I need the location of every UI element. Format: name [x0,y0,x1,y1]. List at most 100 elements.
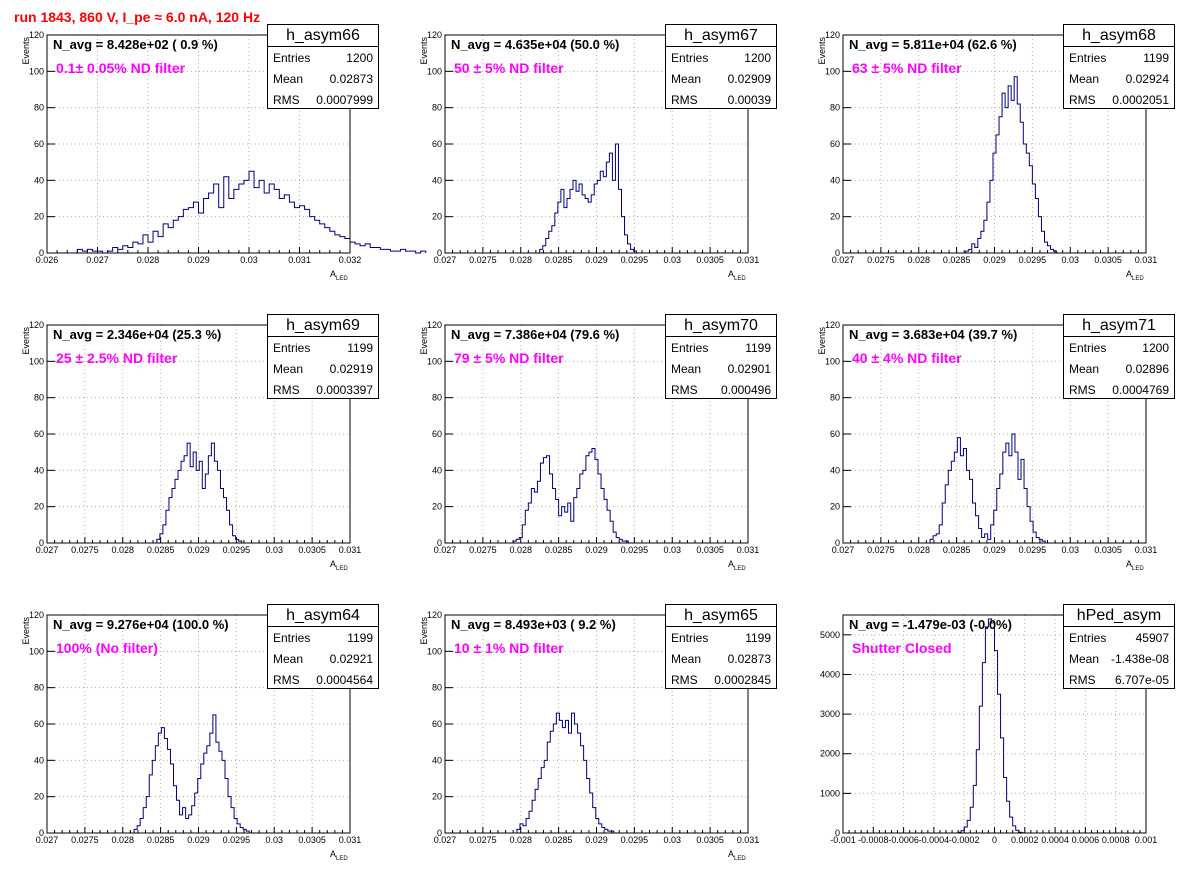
y-tick-label: 60 [34,429,44,439]
stats-key: RMS [273,382,300,397]
y-axis-title: Events [21,37,31,65]
y-tick-label: 120 [825,320,840,330]
histogram-name: hPed_asym [1064,605,1174,627]
y-tick-label: 20 [34,502,44,512]
y-tick-label: 80 [432,683,442,693]
y-tick-label: 60 [34,719,44,729]
x-tick-label: 0.0305 [1094,255,1122,265]
x-tick-label: 0.03 [240,255,258,265]
x-tick-label: 0.031 [1135,255,1158,265]
x-tick-label: 0.0275 [469,255,497,265]
stats-value: 0.02896 [1125,361,1169,376]
stats-row: Entries 1199 [666,337,776,358]
histogram-panel-h_asym70: 0.027 0.0275 0.028 0.0285 0.029 0.0295 0.03 0.0… [398,290,796,580]
y-tick-label: 80 [830,103,840,113]
y-axis-title: Events [419,327,429,355]
n-avg-label: N_avg = 3.683e+04 (39.7 %) [849,327,1018,342]
y-axis-title: Events [419,37,429,65]
stats-value: 0.000496 [720,382,771,397]
stats-key: Mean [273,361,304,376]
stats-value: 1199 [1143,50,1169,65]
stats-key: Entries [1069,50,1107,65]
stats-key: Mean [273,71,304,86]
stats-box: h_asym65 Entries 1199 Mean 0.02873 RMS 0.00028… [665,604,777,689]
x-tick-label: 0.028 [509,545,532,555]
stats-value: 0.0004769 [1112,382,1169,397]
stats-key: RMS [1069,382,1096,397]
x-axis-title: ALED [728,269,746,282]
x-tick-label: 0.027 [36,835,59,845]
x-tick-label: 0.0008 [1102,835,1130,845]
y-tick-label: 0 [39,828,44,838]
y-tick-label: 100 [29,66,44,76]
plot-frame [46,614,351,834]
y-tick-label: 80 [34,103,44,113]
x-tick-label: 0.029 [983,545,1006,555]
y-tick-label: 40 [34,465,44,475]
y-tick-label: 40 [830,465,840,475]
stats-value: 1200 [1142,340,1169,355]
histogram-line [156,442,243,543]
y-tick-label: 120 [29,30,44,40]
y-tick-label: 80 [830,393,840,403]
x-tick-label: 0.0275 [867,255,895,265]
x-tick-label: 0.029 [585,545,608,555]
stats-value: 0.02924 [1125,71,1169,86]
x-tick-label: 0.026 [36,255,59,265]
stats-row: Entries 1200 [268,47,378,68]
y-tick-label: 5000 [820,630,840,640]
x-tick-label: 0.029 [585,835,608,845]
y-tick-label: 20 [830,212,840,222]
stats-key: Mean [1069,71,1100,86]
filter-label: 100% (No filter) [56,640,158,656]
histogram-line [133,714,250,833]
x-tick-label: 0.031 [1135,545,1158,555]
y-tick-label: 0 [835,828,840,838]
stats-value: 0.0003397 [316,382,373,397]
y-axis-title: Events [21,327,31,355]
stats-row: RMS 6.707e-05 [1064,669,1174,690]
stats-box: h_asym71 Entries 1200 Mean 0.02896 RMS 0.00047… [1063,314,1175,399]
x-axis-title: ALED [1126,559,1144,572]
y-tick-label: 100 [825,356,840,366]
x-tick-label: 0.027 [832,545,855,555]
filter-label: 25 ± 2.5% ND filter [56,350,178,366]
stats-key: Mean [273,651,304,666]
stats-value: 1200 [346,50,373,65]
stats-value: 0.02909 [727,71,771,86]
filter-label: Shutter Closed [852,640,952,656]
histogram-line [965,76,1058,253]
y-tick-label: 120 [427,610,442,620]
plot-frame [842,324,1147,544]
x-tick-label: 0.028 [509,835,532,845]
stats-key: Entries [671,340,709,355]
plot-frame [444,34,749,254]
run-title: run 1843, 860 V, I_pe ≈ 6.0 nA, 120 Hz [14,9,261,25]
x-tick-label: 0.0275 [71,835,99,845]
stats-box: h_asym68 Entries 1199 Mean 0.02924 RMS 0.00020… [1063,24,1175,109]
y-axis-title: Events [817,37,827,65]
histogram-name: h_asym69 [268,315,378,337]
y-tick-label: 20 [432,212,442,222]
stats-key: Entries [1069,630,1107,645]
stats-key: RMS [671,672,698,687]
x-tick-label: 0.031 [288,255,311,265]
x-tick-label: 0.0295 [1019,545,1047,555]
stats-key: RMS [1069,672,1096,687]
x-tick-label: 0.027 [86,255,109,265]
y-tick-label: 60 [432,429,442,439]
stats-value: 0.00039 [727,92,771,107]
stats-key: RMS [671,382,698,397]
y-tick-label: 60 [432,719,442,729]
stats-row: Mean 0.02873 [666,648,776,669]
stats-value: 0.02921 [329,651,373,666]
stats-value: 0.02901 [727,361,771,376]
x-tick-label: 0.028 [137,255,160,265]
histogram-name: h_asym71 [1064,315,1174,337]
x-tick-label: 0.0305 [298,545,326,555]
histogram-name: h_asym65 [666,605,776,627]
y-tick-label: 20 [432,792,442,802]
stats-value: 1199 [347,340,373,355]
x-tick-label: 0 [992,835,997,845]
stats-value: 6.707e-05 [1114,672,1169,687]
